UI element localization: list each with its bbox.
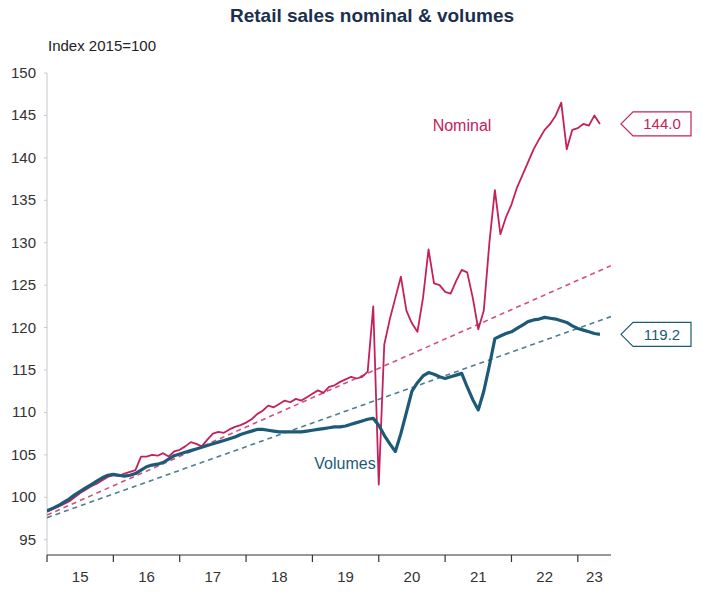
y-tick-label: 140 bbox=[11, 149, 36, 166]
x-tick-label: 20 bbox=[404, 568, 421, 585]
y-tick-label: 105 bbox=[11, 446, 36, 463]
title: Retail sales nominal & volumes bbox=[230, 5, 514, 26]
y-tick-label: 110 bbox=[12, 403, 36, 420]
x-tick-label: 23 bbox=[586, 568, 603, 585]
y-tick-label: 145 bbox=[11, 106, 36, 123]
y-tick-label: 100 bbox=[11, 488, 36, 505]
x-tick bbox=[179, 555, 180, 562]
y-tick-label: 95 bbox=[19, 531, 36, 548]
y-tick bbox=[44, 327, 47, 328]
plot-area bbox=[47, 103, 611, 518]
y-tick-label: 135 bbox=[11, 191, 36, 208]
x-tick-label: 21 bbox=[470, 568, 487, 585]
y-tick bbox=[44, 370, 47, 371]
x-tick bbox=[577, 555, 578, 562]
x-tick-label: 22 bbox=[536, 568, 553, 585]
y-tick bbox=[44, 412, 47, 413]
x-tick-label: 16 bbox=[138, 568, 155, 585]
subtitle: Index 2015=100 bbox=[48, 37, 156, 54]
x-tick bbox=[312, 555, 313, 562]
y-tick bbox=[44, 73, 47, 74]
x-tick bbox=[46, 555, 47, 562]
y-tick-label: 120 bbox=[11, 319, 36, 336]
y-tick bbox=[44, 200, 47, 201]
trend-line bbox=[47, 266, 611, 515]
x-tick bbox=[113, 555, 114, 562]
series-line bbox=[47, 103, 600, 512]
y-tick bbox=[44, 242, 47, 243]
x-tick-label: 17 bbox=[205, 568, 222, 585]
y-axis-line bbox=[47, 73, 48, 555]
series-label: Volumes bbox=[314, 455, 375, 472]
x-tick-label: 15 bbox=[72, 568, 89, 585]
x-tick-label: 19 bbox=[337, 568, 354, 585]
y-tick-label: 125 bbox=[11, 276, 36, 293]
series-line bbox=[47, 317, 600, 510]
y-tick-label: 150 bbox=[11, 64, 36, 81]
y-tick bbox=[44, 454, 47, 455]
trend-line bbox=[47, 317, 611, 518]
x-axis-line bbox=[47, 554, 611, 555]
x-tick bbox=[511, 555, 512, 562]
y-tick bbox=[44, 157, 47, 158]
callout-label: 119.2 bbox=[644, 326, 680, 343]
callout-box bbox=[621, 322, 691, 346]
x-tick bbox=[245, 555, 246, 562]
y-tick bbox=[44, 497, 47, 498]
chart: Retail sales nominal & volumes Index 2015… bbox=[0, 0, 702, 598]
callout-label: 144.0 bbox=[643, 115, 681, 132]
y-tick-label: 115 bbox=[12, 361, 36, 378]
y-tick bbox=[44, 285, 47, 286]
x-tick bbox=[378, 555, 379, 562]
x-tick-label: 18 bbox=[271, 568, 288, 585]
callout-box bbox=[621, 112, 691, 136]
x-tick bbox=[445, 555, 446, 562]
series-label: Nominal bbox=[433, 117, 492, 134]
y-tick bbox=[44, 115, 47, 116]
y-tick-label: 130 bbox=[11, 234, 36, 251]
y-tick bbox=[44, 539, 47, 540]
